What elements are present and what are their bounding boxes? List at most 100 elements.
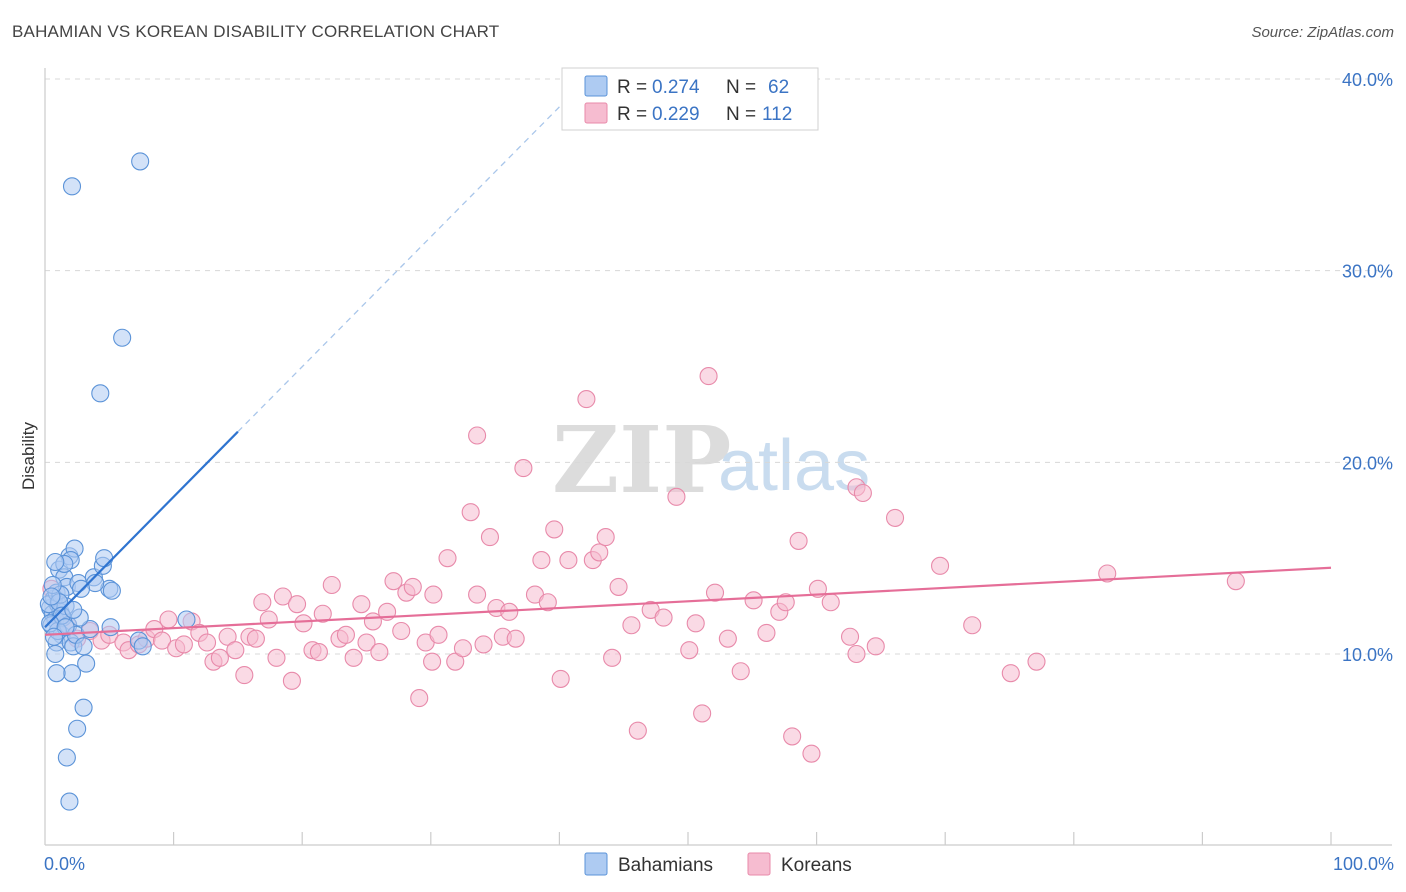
korean-point-70 xyxy=(590,543,609,562)
bahamian-point-33 xyxy=(95,549,114,568)
bottom-legend-swatch-bahamians xyxy=(584,852,608,876)
korean-point-54 xyxy=(446,652,465,671)
korean-point-79 xyxy=(693,704,712,723)
korean-point-84 xyxy=(744,591,763,610)
watermark-atlas: atlas xyxy=(718,426,870,506)
korean-point-21 xyxy=(218,627,237,646)
korean-point-85 xyxy=(757,623,776,642)
korean-point-57 xyxy=(468,426,487,445)
korean-point-28 xyxy=(267,648,286,667)
legend-n-label-blue: N = xyxy=(726,77,756,98)
korean-point-83 xyxy=(731,662,750,681)
korean-point-29 xyxy=(273,587,292,606)
korean-point-61 xyxy=(506,629,525,648)
bahamian-points xyxy=(39,152,196,811)
korean-point-34 xyxy=(309,643,328,662)
korean-point-72 xyxy=(609,577,628,596)
legend-box: R = 0.274 N = 62 R = 0.229 N = 112 xyxy=(561,67,819,131)
korean-trend-line xyxy=(44,566,1332,636)
korean-point-107 xyxy=(474,635,493,654)
korean-point-108 xyxy=(423,652,442,671)
legend-r-label-blue: R = xyxy=(617,77,647,98)
gridlines xyxy=(45,78,1392,655)
korean-point-48 xyxy=(403,577,422,596)
korean-point-67 xyxy=(559,551,578,570)
korean-point-22 xyxy=(226,641,245,660)
y-tick-label-10: 10.0% xyxy=(1342,645,1393,665)
korean-point-51 xyxy=(424,585,443,604)
korean-point-27 xyxy=(259,610,278,629)
korean-point-77 xyxy=(680,641,699,660)
korean-point-55 xyxy=(453,639,473,658)
legend-r-label-pink: R = xyxy=(617,104,647,125)
trend-lines xyxy=(44,80,1332,636)
korean-point-89 xyxy=(802,744,821,763)
korean-point-45 xyxy=(384,572,403,591)
korean-point-101 xyxy=(1027,652,1046,671)
korean-point-52 xyxy=(429,625,448,644)
bahamian-point-26 xyxy=(46,552,65,572)
korean-point-18 xyxy=(197,633,217,652)
korean-point-76 xyxy=(667,487,686,506)
korean-point-15 xyxy=(174,635,193,654)
x-ticks xyxy=(173,832,1332,845)
korean-point-98 xyxy=(931,556,950,575)
bahamian-point-59 xyxy=(42,587,61,606)
korean-point-66 xyxy=(551,669,570,688)
korean-point-53 xyxy=(438,549,457,568)
korean-point-94 xyxy=(853,483,872,503)
korean-point-35 xyxy=(313,604,332,623)
korean-point-68 xyxy=(577,390,596,409)
watermark-zip: ZIP xyxy=(552,406,731,514)
korean-point-38 xyxy=(336,625,355,644)
korean-point-88 xyxy=(789,531,808,550)
legend-r-value-pink: 0.229 xyxy=(652,104,700,125)
korean-point-40 xyxy=(352,595,371,614)
bahamian-point-45 xyxy=(74,698,93,717)
bahamian-point-44 xyxy=(131,152,150,171)
bahamian-point-46 xyxy=(68,719,87,738)
bahamian-point-40 xyxy=(133,637,152,656)
axes xyxy=(44,68,1392,846)
korean-point-91 xyxy=(821,593,840,612)
bahamian-point-29 xyxy=(62,664,82,683)
korean-point-110 xyxy=(468,585,487,604)
korean-point-111 xyxy=(776,593,795,612)
x-tick-label-max: 100.0% xyxy=(1333,854,1394,874)
bahamian-point-28 xyxy=(77,654,96,673)
korean-point-75 xyxy=(654,608,673,627)
korean-point-32 xyxy=(294,614,313,633)
korean-point-100 xyxy=(1001,664,1020,683)
bahamian-point-61 xyxy=(44,627,64,646)
korean-point-80 xyxy=(699,367,718,386)
legend-n-label-pink: N = xyxy=(726,104,756,125)
bahamian-point-16 xyxy=(46,644,65,664)
korean-point-78 xyxy=(686,614,705,633)
korean-point-62 xyxy=(514,459,533,478)
bahamian-trend-extension xyxy=(237,80,586,433)
korean-point-23 xyxy=(235,666,254,685)
korean-point-43 xyxy=(370,643,389,662)
korean-point-102 xyxy=(1098,564,1117,583)
bahamian-point-43 xyxy=(62,177,82,196)
korean-point-97 xyxy=(885,508,905,527)
korean-point-87 xyxy=(783,727,802,746)
legend-swatch-pink xyxy=(584,102,608,124)
korean-point-39 xyxy=(344,648,363,667)
y-tick-label-30: 30.0% xyxy=(1342,262,1393,282)
y-axis-title: Disability xyxy=(19,421,38,490)
korean-point-56 xyxy=(461,503,480,522)
korean-point-25 xyxy=(246,629,265,648)
korean-point-36 xyxy=(322,575,341,595)
bahamian-point-27 xyxy=(74,637,93,656)
bottom-legend: Bahamians Koreans xyxy=(584,852,852,876)
legend-r-value-blue: 0.274 xyxy=(652,77,700,98)
korean-point-30 xyxy=(282,671,301,690)
bahamian-point-52 xyxy=(71,579,91,598)
korean-point-71 xyxy=(596,528,615,547)
korean-point-96 xyxy=(866,637,885,656)
bahamian-point-35 xyxy=(102,581,121,600)
bahamian-point-49 xyxy=(177,610,196,629)
bahamian-point-60 xyxy=(64,600,83,619)
